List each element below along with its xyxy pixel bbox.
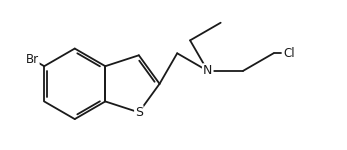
Text: S: S — [135, 106, 143, 119]
Text: N: N — [203, 64, 212, 77]
Text: Br: Br — [26, 53, 39, 66]
Text: Cl: Cl — [283, 47, 295, 60]
